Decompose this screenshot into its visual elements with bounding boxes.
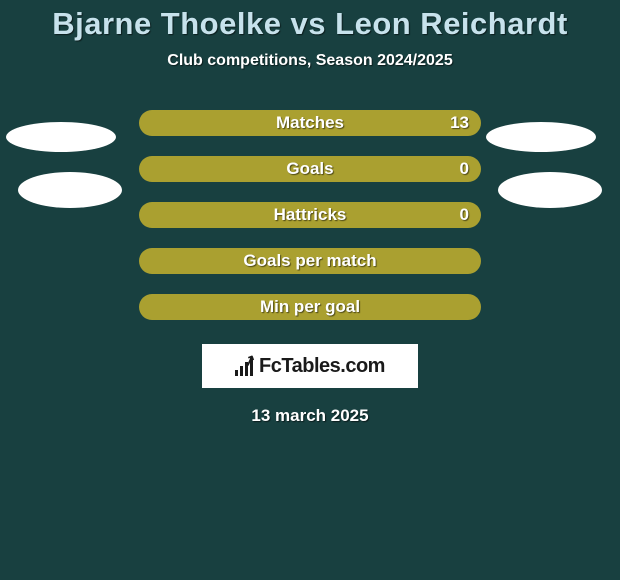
player-blob-left-2	[18, 172, 122, 208]
date-label: 13 march 2025	[0, 406, 620, 426]
stat-bar-label: Goals	[286, 159, 333, 179]
stat-bar: Goals per match	[139, 248, 481, 274]
stat-bar-value: 0	[460, 159, 469, 179]
stat-bar: Min per goal	[139, 294, 481, 320]
infographic-root: Bjarne Thoelke vs Leon Reichardt Club co…	[0, 0, 620, 580]
stat-bar-label: Goals per match	[243, 251, 376, 271]
stat-bar-label: Hattricks	[274, 205, 347, 225]
stat-bar: Matches 13	[139, 110, 481, 136]
logo-box: ↗ FcTables.com	[202, 344, 418, 388]
stat-bar: Hattricks 0	[139, 202, 481, 228]
logo-icon-bar	[235, 370, 238, 376]
stat-bar: Goals 0	[139, 156, 481, 182]
player-blob-right-2	[498, 172, 602, 208]
page-title: Bjarne Thoelke vs Leon Reichardt	[0, 0, 620, 42]
logo-text: FcTables.com	[259, 355, 385, 378]
fctables-chart-icon: ↗	[235, 356, 253, 376]
stat-bar-label: Min per goal	[260, 297, 360, 317]
stat-bar-value: 0	[460, 205, 469, 225]
page-subtitle: Club competitions, Season 2024/2025	[0, 52, 620, 70]
player-blob-right-1	[486, 122, 596, 152]
player-blob-left-1	[6, 122, 116, 152]
logo-icon-bar	[240, 366, 243, 376]
stat-bar-value: 13	[450, 113, 469, 133]
stat-bar-label: Matches	[276, 113, 344, 133]
